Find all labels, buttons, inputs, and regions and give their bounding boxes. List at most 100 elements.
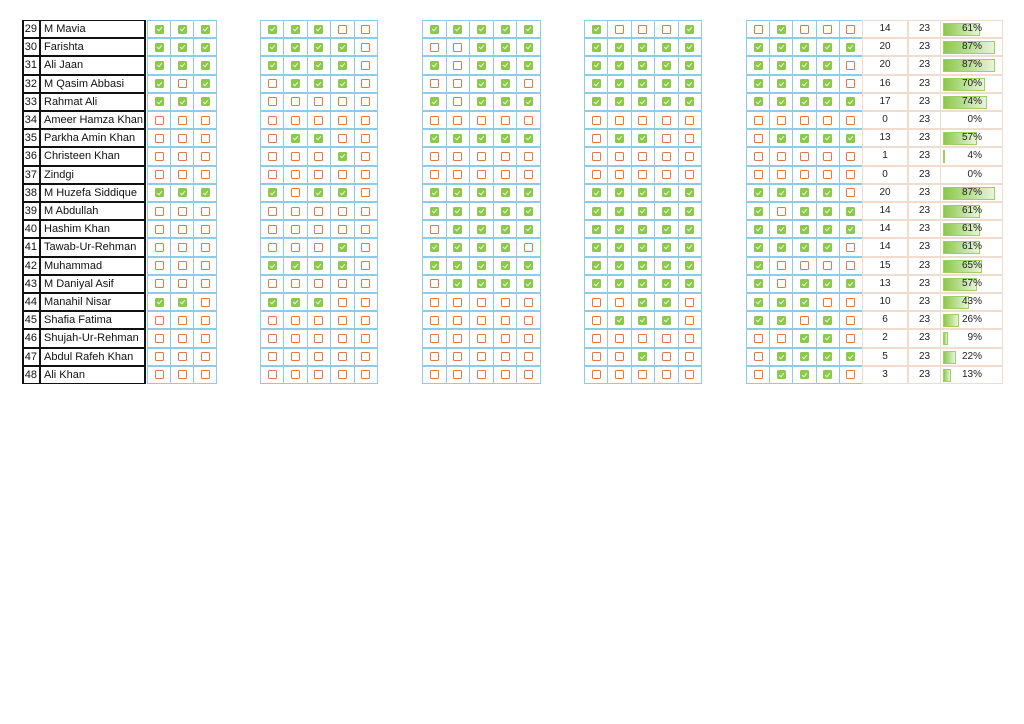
attendance-cell[interactable] — [260, 256, 285, 275]
attendance-cell[interactable] — [654, 347, 679, 366]
checkbox-checked[interactable] — [685, 60, 695, 70]
attendance-cell[interactable] — [838, 111, 863, 130]
checkbox-unchecked[interactable] — [154, 261, 164, 271]
checkbox-unchecked[interactable] — [361, 315, 371, 325]
checkbox-checked[interactable] — [638, 352, 648, 362]
checkbox-checked[interactable] — [638, 60, 648, 70]
checkbox-unchecked[interactable] — [476, 297, 486, 307]
checkbox-checked[interactable] — [753, 315, 763, 325]
attendance-cell[interactable] — [147, 56, 171, 75]
attendance-cell[interactable] — [838, 274, 863, 293]
attendance-cell[interactable] — [147, 147, 171, 166]
checkbox-unchecked[interactable] — [799, 315, 809, 325]
attendance-cell[interactable] — [422, 365, 447, 384]
checkbox-checked[interactable] — [591, 79, 601, 89]
checkbox-checked[interactable] — [314, 60, 324, 70]
checkbox-unchecked[interactable] — [429, 224, 439, 234]
attendance-cell[interactable] — [306, 74, 332, 93]
attendance-cell[interactable] — [607, 183, 632, 202]
attendance-cell[interactable] — [193, 365, 217, 384]
checkbox-unchecked[interactable] — [638, 151, 648, 161]
checkbox-checked[interactable] — [337, 60, 347, 70]
checkbox-unchecked[interactable] — [200, 333, 210, 343]
checkbox-unchecked[interactable] — [753, 24, 763, 34]
attendance-cell[interactable] — [330, 74, 355, 93]
attendance-cell[interactable] — [815, 111, 840, 130]
attendance-cell[interactable] — [147, 365, 171, 384]
checkbox-checked[interactable] — [638, 97, 648, 107]
attendance-cell[interactable] — [492, 92, 518, 111]
checkbox-checked[interactable] — [524, 206, 534, 216]
attendance-cell[interactable] — [815, 238, 840, 257]
checkbox-unchecked[interactable] — [429, 170, 439, 180]
checkbox-unchecked[interactable] — [524, 333, 534, 343]
attendance-cell[interactable] — [516, 56, 541, 75]
attendance-cell[interactable] — [654, 38, 679, 57]
checkbox-checked[interactable] — [753, 279, 763, 289]
checkbox-checked[interactable] — [776, 97, 786, 107]
attendance-cell[interactable] — [769, 56, 794, 75]
attendance-cell[interactable] — [260, 111, 285, 130]
attendance-cell[interactable] — [193, 92, 217, 111]
checkbox-checked[interactable] — [524, 60, 534, 70]
attendance-cell[interactable] — [422, 347, 447, 366]
attendance-cell[interactable] — [306, 256, 332, 275]
checkbox-checked[interactable] — [776, 315, 786, 325]
attendance-cell[interactable] — [283, 165, 308, 184]
checkbox-checked[interactable] — [615, 42, 625, 52]
attendance-cell[interactable] — [815, 293, 840, 312]
checkbox-checked[interactable] — [500, 188, 510, 198]
checkbox-checked[interactable] — [591, 24, 601, 34]
checkbox-checked[interactable] — [661, 42, 671, 52]
attendance-cell[interactable] — [815, 347, 840, 366]
checkbox-unchecked[interactable] — [685, 115, 695, 125]
checkbox-checked[interactable] — [524, 42, 534, 52]
checkbox-unchecked[interactable] — [799, 261, 809, 271]
attendance-cell[interactable] — [306, 365, 332, 384]
attendance-cell[interactable] — [147, 92, 171, 111]
attendance-cell[interactable] — [654, 293, 679, 312]
attendance-cell[interactable] — [492, 165, 518, 184]
checkbox-checked[interactable] — [661, 206, 671, 216]
attendance-cell[interactable] — [607, 202, 632, 221]
attendance-cell[interactable] — [746, 329, 771, 348]
checkbox-checked[interactable] — [661, 188, 671, 198]
attendance-cell[interactable] — [769, 274, 794, 293]
checkbox-unchecked[interactable] — [753, 370, 763, 380]
attendance-cell[interactable] — [422, 238, 447, 257]
checkbox-unchecked[interactable] — [823, 24, 833, 34]
attendance-cell[interactable] — [469, 92, 494, 111]
checkbox-checked[interactable] — [615, 79, 625, 89]
attendance-cell[interactable] — [330, 365, 355, 384]
checkbox-checked[interactable] — [453, 188, 463, 198]
checkbox-unchecked[interactable] — [476, 115, 486, 125]
checkbox-unchecked[interactable] — [361, 79, 371, 89]
checkbox-unchecked[interactable] — [453, 79, 463, 89]
attendance-cell[interactable] — [283, 256, 308, 275]
attendance-cell[interactable] — [584, 202, 609, 221]
attendance-cell[interactable] — [492, 183, 518, 202]
attendance-cell[interactable] — [677, 274, 702, 293]
checkbox-unchecked[interactable] — [476, 352, 486, 362]
attendance-cell[interactable] — [769, 347, 794, 366]
attendance-cell[interactable] — [677, 238, 702, 257]
checkbox-unchecked[interactable] — [685, 170, 695, 180]
attendance-cell[interactable] — [170, 147, 194, 166]
checkbox-checked[interactable] — [685, 79, 695, 89]
checkbox-unchecked[interactable] — [661, 352, 671, 362]
attendance-cell[interactable] — [283, 274, 308, 293]
attendance-cell[interactable] — [792, 92, 817, 111]
checkbox-checked[interactable] — [591, 188, 601, 198]
checkbox-unchecked[interactable] — [429, 42, 439, 52]
attendance-cell[interactable] — [260, 129, 285, 148]
attendance-cell[interactable] — [607, 165, 632, 184]
checkbox-checked[interactable] — [500, 60, 510, 70]
checkbox-unchecked[interactable] — [291, 206, 301, 216]
checkbox-checked[interactable] — [685, 42, 695, 52]
checkbox-unchecked[interactable] — [776, 206, 786, 216]
attendance-cell[interactable] — [353, 56, 378, 75]
checkbox-checked[interactable] — [799, 224, 809, 234]
checkbox-unchecked[interactable] — [500, 333, 510, 343]
checkbox-unchecked[interactable] — [476, 151, 486, 161]
attendance-cell[interactable] — [330, 129, 355, 148]
